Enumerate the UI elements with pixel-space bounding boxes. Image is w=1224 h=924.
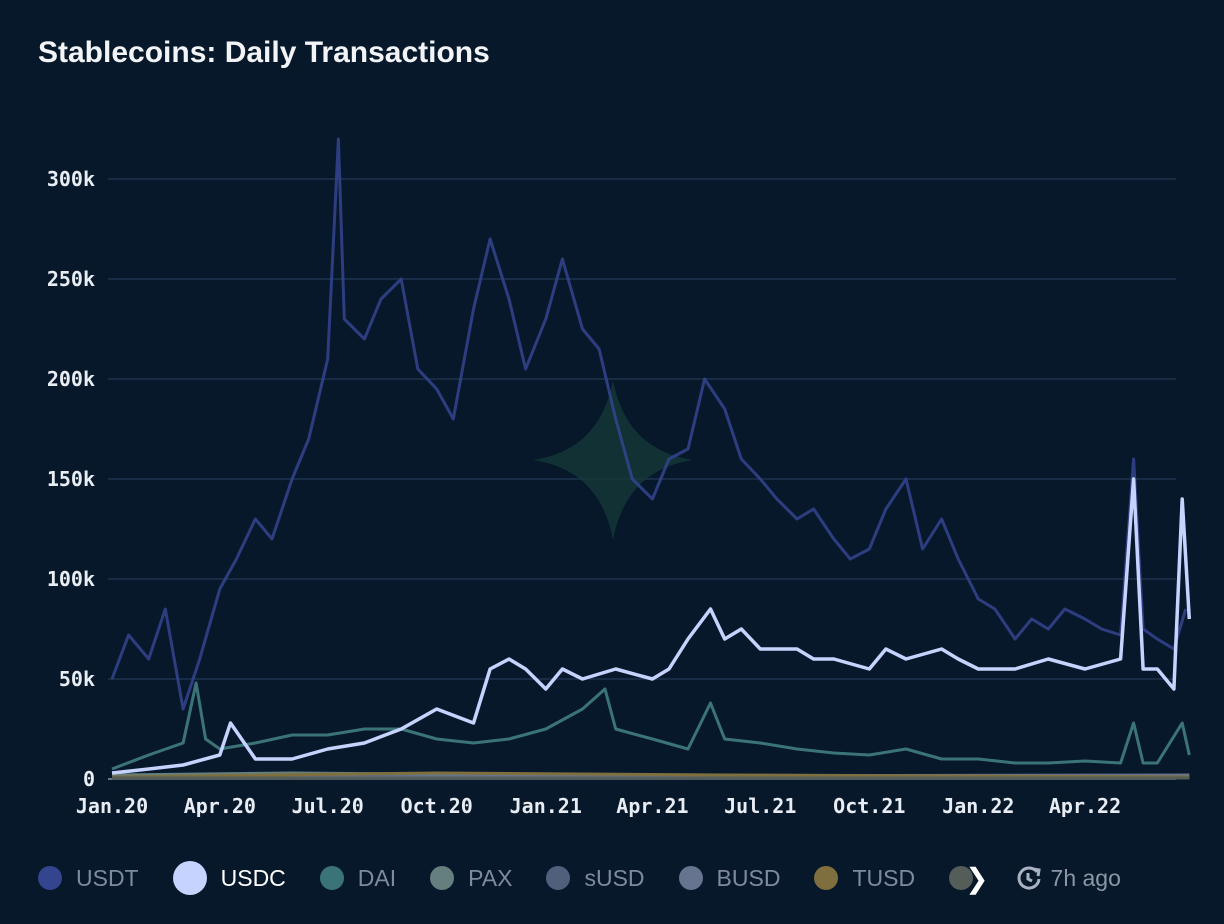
legend-dot-icon <box>430 866 455 890</box>
legend-item-dai[interactable]: DAI <box>319 864 397 892</box>
legend-dot-icon <box>38 866 62 890</box>
legend-label: USDT <box>76 864 139 891</box>
y-tick-label: 150k <box>47 467 95 491</box>
clock-refresh-icon <box>1017 866 1041 890</box>
x-tick-label: Jan.22 <box>942 794 1014 818</box>
legend-item-pax[interactable]: PAX <box>430 865 512 892</box>
legend-item-susd[interactable]: sUSD <box>546 864 645 892</box>
legend-label: BUSD <box>716 864 781 891</box>
x-tick-label: Apr.21 <box>616 794 688 818</box>
y-tick-label: 300k <box>47 167 95 191</box>
series-line-usdt <box>110 137 1188 711</box>
x-tick-label: Jul.20 <box>292 794 364 818</box>
x-tick-label: Apr.20 <box>184 794 256 818</box>
legend-item-busd[interactable]: BUSD <box>678 864 781 892</box>
legend-dot-icon <box>949 866 974 890</box>
series-line-usdc <box>111 477 1192 775</box>
legend-label: PAX <box>468 864 513 891</box>
y-tick-label: 0 <box>83 767 95 791</box>
chart-title: Stablecoins: Daily Transactions <box>38 36 490 69</box>
legend-label: sUSD <box>584 864 645 891</box>
x-axis: Jan.20 Apr.20 Jul.20 Oct.20 Jan.21 Apr.21 Jul.… <box>76 794 1121 818</box>
legend-item-other[interactable] <box>949 866 987 890</box>
y-tick-label: 250k <box>47 267 95 291</box>
last-updated: 7h ago <box>1015 864 1121 892</box>
x-tick-label: Jan.21 <box>510 794 582 818</box>
chevron-right-icon[interactable]: ❯ <box>965 862 989 894</box>
y-tick-label: 100k <box>47 567 95 591</box>
legend-dot-icon <box>172 861 207 895</box>
legend-dot-icon <box>678 866 703 890</box>
legend-label: DAI <box>357 864 397 891</box>
series-line-dai <box>111 681 1191 771</box>
legend-item-usdc[interactable]: USDC <box>172 861 286 895</box>
watermark-star-logo <box>533 380 693 540</box>
x-tick-label: Apr.22 <box>1049 794 1121 818</box>
legend-dot-icon <box>319 866 344 890</box>
legend-label: USDC <box>220 864 286 891</box>
updated-time: 7h ago <box>1050 864 1121 891</box>
line-chart: 0 50k 100k 150k 200k 250k 300k Jan.20 Apr.20 Jul… <box>47 137 1192 818</box>
x-tick-label: Jul.21 <box>724 794 796 818</box>
legend-item-tusd[interactable]: TUSD <box>814 865 915 892</box>
series-line-tusd <box>111 771 1190 779</box>
legend-item-usdt[interactable]: USDT <box>38 865 139 892</box>
legend-label: TUSD <box>852 864 916 891</box>
series-lines <box>110 137 1192 780</box>
y-tick-label: 200k <box>47 367 95 391</box>
x-tick-label: Oct.21 <box>833 794 905 818</box>
x-tick-label: Jan.20 <box>76 794 148 818</box>
y-axis: 0 50k 100k 150k 200k 250k 300k <box>47 167 95 791</box>
legend-dot-icon <box>814 866 839 890</box>
y-tick-label: 50k <box>59 667 95 691</box>
legend: USDT USDC DAI PAX sUSD BUSD TUSD ❯ 7h ago <box>38 858 1121 898</box>
x-tick-label: Oct.20 <box>401 794 473 818</box>
legend-dot-icon <box>546 866 571 890</box>
